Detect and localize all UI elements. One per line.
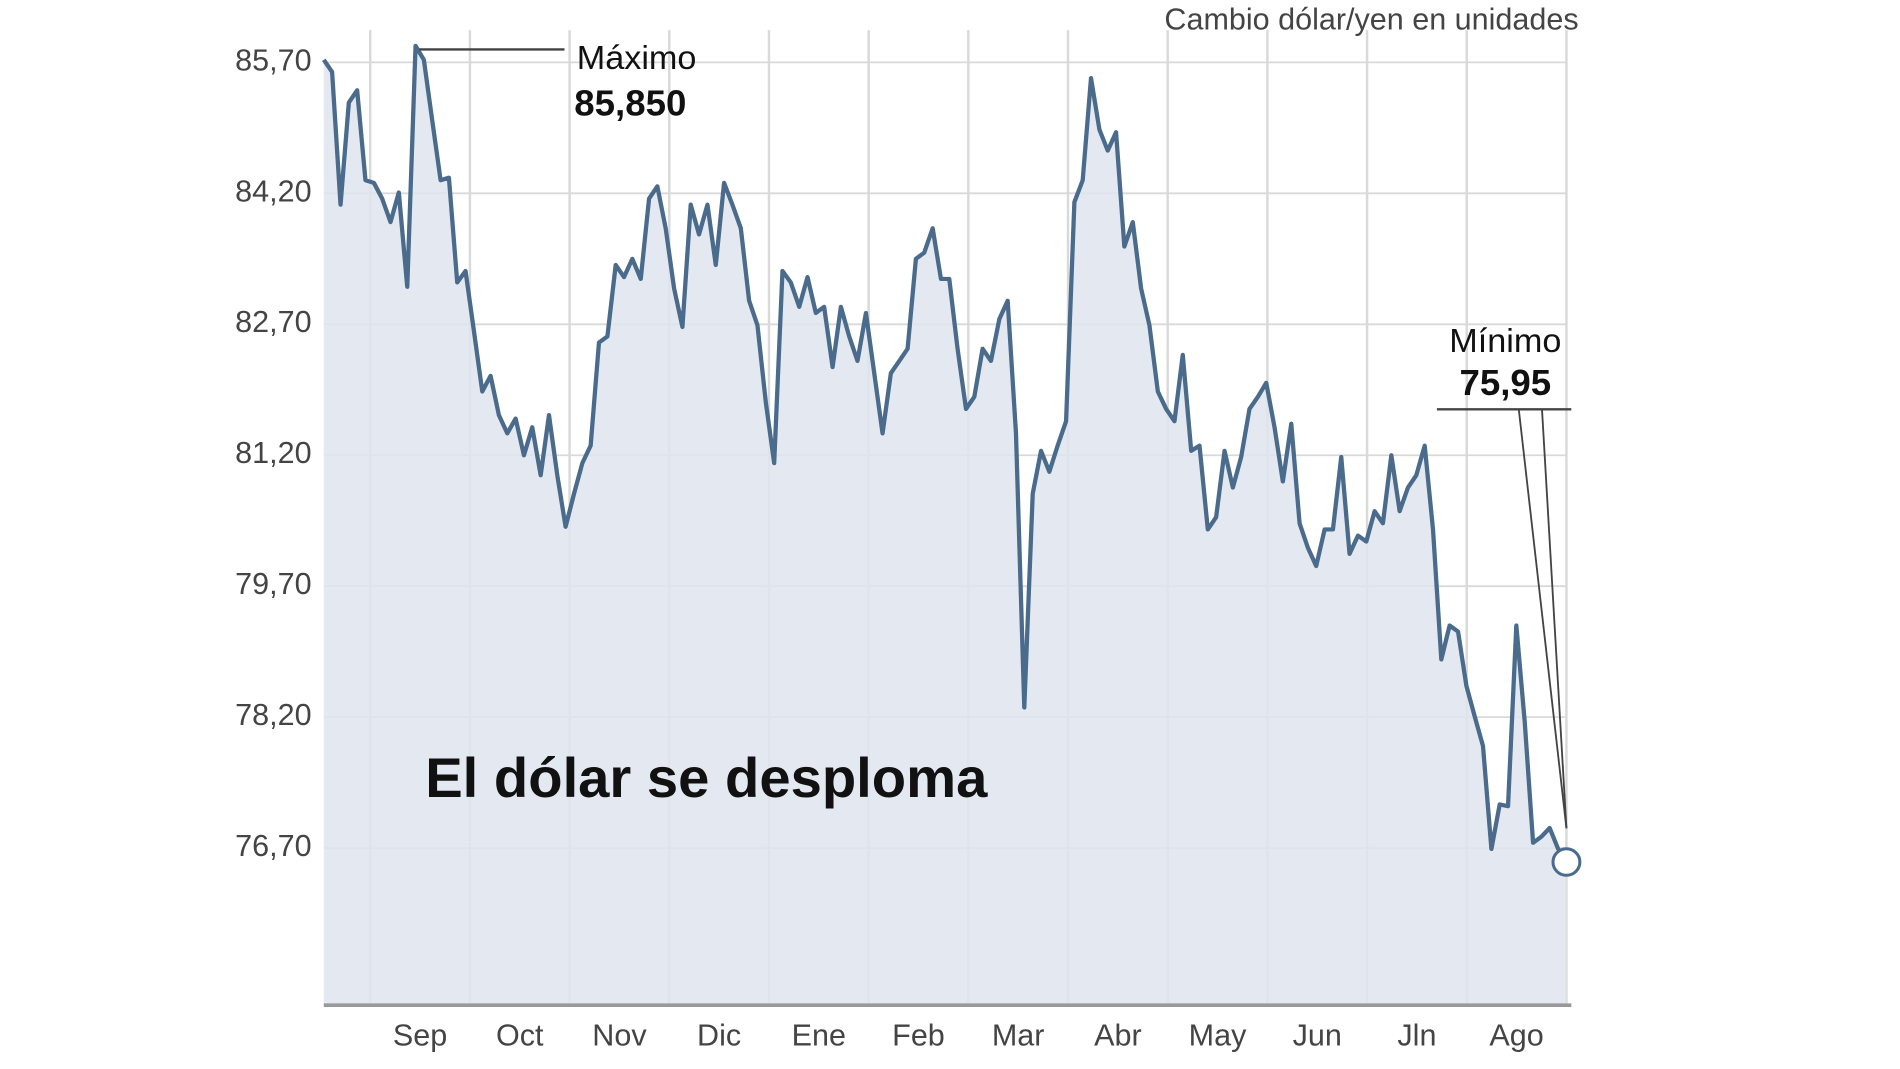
x-tick-label: Oct (496, 1020, 544, 1053)
x-tick-label: Dic (697, 1020, 741, 1053)
annotation-leader (1517, 409, 1568, 829)
x-tick-label: Ene (792, 1020, 846, 1053)
annotation-label: Mínimo (1449, 322, 1561, 360)
x-tick-label: Ago (1489, 1020, 1543, 1053)
annotation-value: 85,850 (574, 83, 686, 124)
chart-title: El dólar se desploma (425, 746, 988, 809)
x-tick-label: Mar (992, 1020, 1045, 1053)
y-tick-label: 82,70 (235, 306, 311, 339)
x-tick-label: Abr (1094, 1020, 1142, 1053)
x-tick-label: Sep (393, 1020, 447, 1053)
min-marker (1551, 847, 1582, 877)
y-tick-label: 84,20 (235, 175, 311, 208)
y-tick-label: 79,70 (235, 568, 311, 601)
y-tick-label: 76,70 (235, 830, 311, 863)
x-tick-label: Feb (892, 1020, 945, 1053)
y-tick-label: 81,20 (235, 437, 311, 470)
y-tick-label: 78,20 (235, 699, 311, 732)
x-tick-label: Nov (592, 1020, 647, 1053)
x-tick-label: Jln (1397, 1020, 1436, 1053)
line (322, 43, 1569, 864)
annotation-label: Máximo (577, 39, 697, 77)
area (323, 45, 1567, 1006)
y-tick-label: 85,70 (235, 45, 311, 78)
annotation-leader (1541, 409, 1568, 829)
x-tick-label: May (1189, 1020, 1248, 1053)
x-tick-label: Jun (1293, 1020, 1342, 1053)
annotation-value: 75,95 (1459, 362, 1551, 403)
chart-subtitle: Cambio dólar/yen en unidades (1164, 4, 1578, 37)
